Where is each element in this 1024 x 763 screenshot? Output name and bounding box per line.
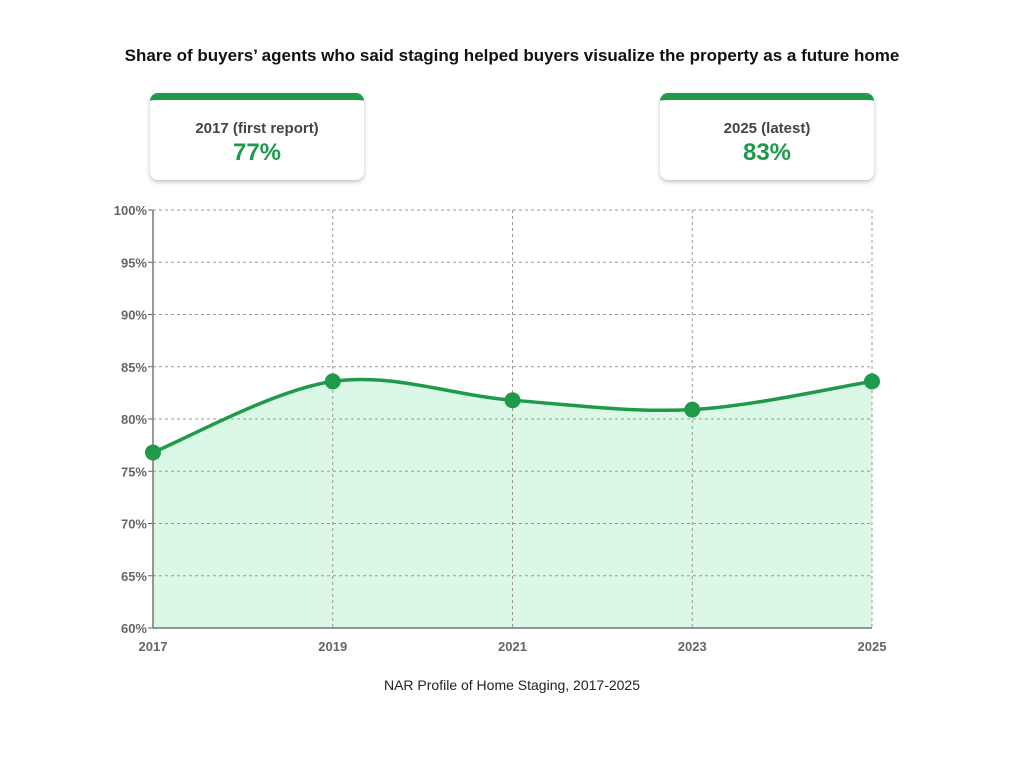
y-tick-label: 90% bbox=[121, 308, 147, 323]
source-note: NAR Profile of Home Staging, 2017-2025 bbox=[383, 677, 641, 693]
y-tick-label: 95% bbox=[121, 255, 147, 270]
callout-first-report: 2017 (first report) 77% bbox=[150, 93, 364, 180]
callout-value: 83% bbox=[742, 139, 792, 166]
x-tick-label: 2017 bbox=[139, 639, 168, 654]
callout-value: 77% bbox=[232, 139, 282, 166]
data-point bbox=[504, 392, 521, 409]
y-tick-label: 60% bbox=[121, 621, 147, 636]
y-tick-label: 70% bbox=[121, 517, 147, 532]
x-tick-label: 2025 bbox=[858, 639, 887, 654]
data-point bbox=[324, 373, 341, 390]
y-tick-label: 100% bbox=[114, 203, 148, 218]
data-point bbox=[864, 373, 880, 390]
callout-latest: 2025 (latest) 83% bbox=[660, 93, 874, 180]
x-tick-label: 2021 bbox=[498, 639, 527, 654]
callout-label: 2025 (latest) bbox=[723, 120, 811, 137]
data-point bbox=[145, 444, 161, 461]
y-tick-label: 85% bbox=[121, 360, 147, 375]
y-tick-label: 75% bbox=[121, 464, 147, 479]
callout-label: 2017 (first report) bbox=[195, 120, 319, 137]
x-tick-label: 2023 bbox=[678, 639, 707, 654]
chart-title: Share of buyers’ agents who said staging… bbox=[124, 46, 900, 65]
x-tick-label: 2019 bbox=[318, 639, 347, 654]
y-tick-label: 65% bbox=[121, 569, 147, 584]
y-tick-label: 80% bbox=[121, 412, 147, 427]
data-point bbox=[684, 401, 701, 418]
